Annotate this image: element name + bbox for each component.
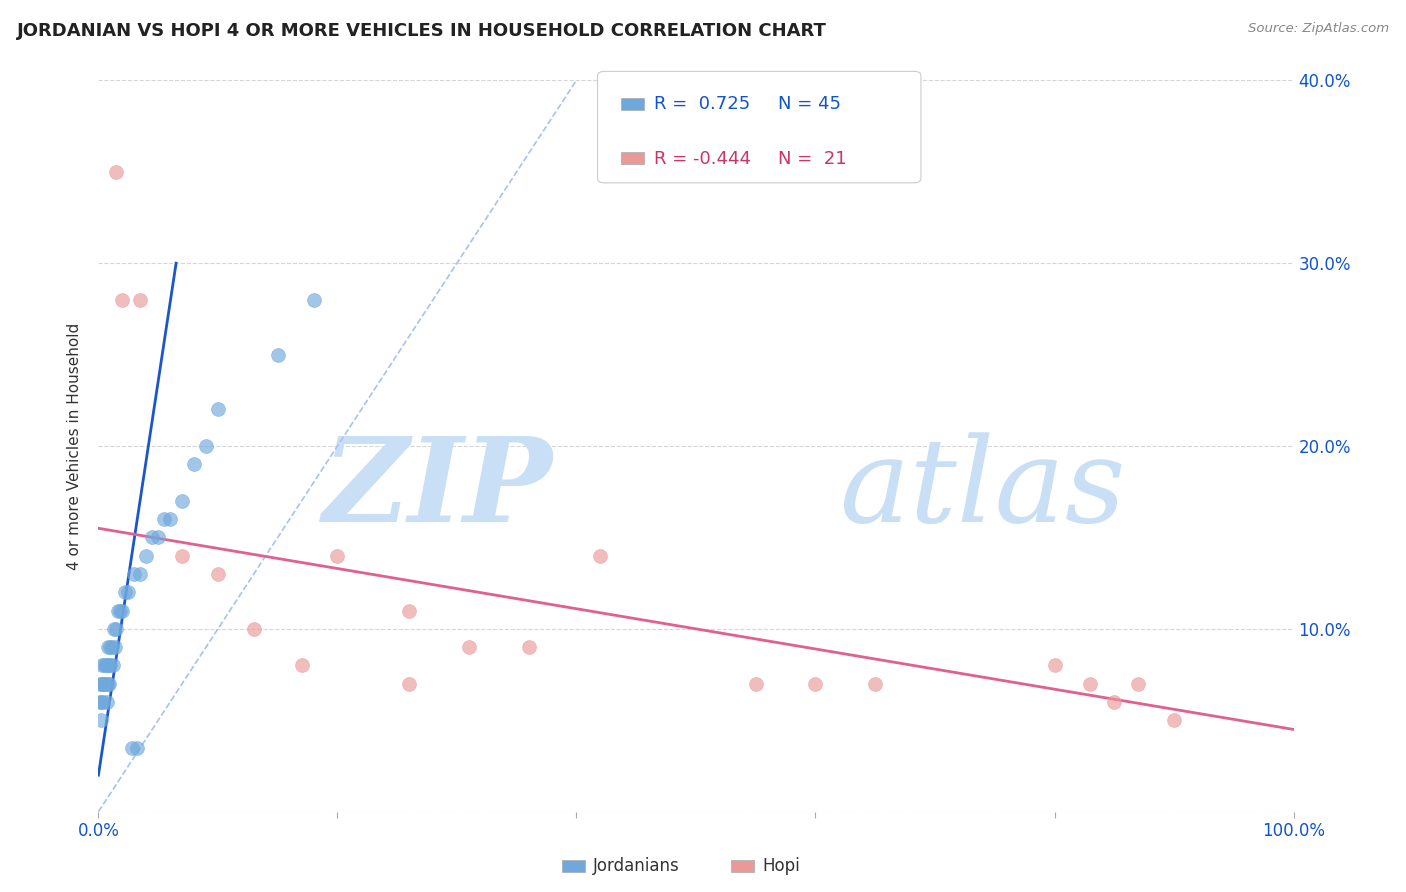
Text: N =  21: N = 21 — [778, 150, 846, 168]
Point — [91, 676, 114, 690]
Point — [124, 567, 146, 582]
Point — [1163, 714, 1185, 728]
Point — [96, 695, 118, 709]
Text: ZIP: ZIP — [322, 433, 553, 548]
Point — [1080, 676, 1102, 690]
Point — [89, 676, 111, 690]
Point — [135, 549, 157, 563]
Point — [153, 512, 176, 526]
Point — [589, 549, 612, 563]
Point — [457, 640, 479, 655]
Point — [172, 549, 194, 563]
Point — [105, 165, 128, 179]
Point — [96, 658, 118, 673]
Point — [863, 676, 887, 690]
Point — [98, 640, 122, 655]
Point — [194, 439, 218, 453]
Point — [100, 640, 122, 655]
Point — [90, 695, 112, 709]
Point — [148, 530, 170, 544]
Point — [326, 549, 349, 563]
Point — [398, 676, 420, 690]
Text: Jordanians: Jordanians — [593, 857, 681, 875]
Point — [107, 603, 129, 617]
Point — [114, 585, 136, 599]
Point — [103, 622, 125, 636]
Point — [98, 658, 122, 673]
Point — [804, 676, 827, 690]
Point — [129, 567, 152, 582]
Point — [121, 740, 143, 755]
Point — [89, 695, 111, 709]
Point — [91, 695, 114, 709]
Point — [183, 458, 205, 472]
Text: R =  0.725: R = 0.725 — [654, 95, 749, 113]
Point — [290, 658, 312, 673]
Point — [93, 658, 115, 673]
Point — [97, 640, 120, 655]
Text: JORDANIAN VS HOPI 4 OR MORE VEHICLES IN HOUSEHOLD CORRELATION CHART: JORDANIAN VS HOPI 4 OR MORE VEHICLES IN … — [17, 22, 827, 40]
Point — [90, 714, 112, 728]
Point — [172, 494, 194, 508]
Point — [302, 293, 325, 307]
Point — [94, 658, 117, 673]
Point — [141, 530, 163, 544]
Point — [745, 676, 768, 690]
Point — [94, 676, 117, 690]
Point — [93, 676, 115, 690]
Point — [517, 640, 540, 655]
Point — [207, 402, 229, 417]
Point — [105, 622, 128, 636]
Point — [125, 740, 148, 755]
Text: atlas: atlas — [839, 433, 1126, 548]
Text: Source: ZipAtlas.com: Source: ZipAtlas.com — [1249, 22, 1389, 36]
Point — [91, 676, 114, 690]
Point — [159, 512, 181, 526]
Point — [101, 658, 124, 673]
Point — [1043, 658, 1066, 673]
Point — [108, 603, 131, 617]
Point — [97, 676, 120, 690]
Text: N = 45: N = 45 — [778, 95, 841, 113]
Point — [129, 293, 152, 307]
Point — [207, 567, 229, 582]
Point — [111, 603, 134, 617]
Point — [267, 348, 290, 362]
Point — [243, 622, 266, 636]
Text: Hopi: Hopi — [762, 857, 800, 875]
Point — [1128, 676, 1150, 690]
Point — [91, 658, 114, 673]
Point — [117, 585, 139, 599]
Point — [1102, 695, 1125, 709]
Y-axis label: 4 or more Vehicles in Household: 4 or more Vehicles in Household — [67, 322, 83, 570]
Text: R = -0.444: R = -0.444 — [654, 150, 751, 168]
Point — [104, 640, 127, 655]
Point — [398, 603, 420, 617]
Point — [98, 658, 121, 673]
Point — [98, 676, 121, 690]
Point — [111, 293, 134, 307]
